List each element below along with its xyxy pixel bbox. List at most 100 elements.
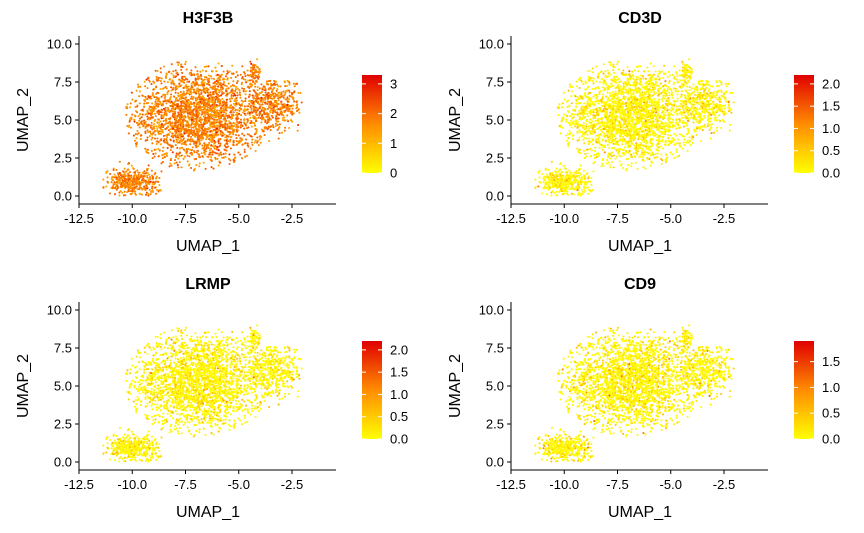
- scatter-points: [102, 58, 303, 197]
- cell-point: [230, 117, 233, 120]
- cell-point: [154, 118, 157, 121]
- cell-point: [175, 152, 178, 155]
- cell-point: [188, 93, 191, 96]
- cell-point: [180, 103, 183, 107]
- cell-point: [217, 124, 220, 127]
- cell-point: [232, 94, 235, 97]
- cell-point: [249, 111, 252, 115]
- cell-point: [670, 112, 673, 115]
- cell-point: [165, 102, 168, 105]
- cell-point: [146, 151, 149, 154]
- cell-point: [620, 155, 623, 158]
- cell-point: [147, 116, 151, 119]
- cell-point: [230, 127, 233, 130]
- cell-point: [626, 82, 629, 85]
- cell-point: [238, 120, 241, 124]
- cell-point: [618, 125, 621, 128]
- cell-point: [156, 127, 159, 130]
- cell-point: [232, 121, 235, 125]
- cell-point: [170, 100, 173, 103]
- cell-point: [243, 148, 246, 151]
- cell-point: [134, 171, 137, 174]
- cell-point: [179, 146, 182, 150]
- cell-point: [238, 112, 241, 115]
- cell-point: [135, 137, 138, 140]
- cell-point: [238, 91, 241, 94]
- cell-point: [624, 123, 627, 126]
- cell-point: [228, 70, 231, 73]
- cell-point: [276, 123, 279, 127]
- cell-point: [622, 69, 625, 72]
- cell-point: [675, 150, 678, 154]
- cell-point: [152, 123, 156, 126]
- cell-point: [612, 63, 615, 66]
- cell-point: [275, 89, 278, 92]
- cell-point: [260, 109, 263, 112]
- cell-point: [163, 153, 166, 156]
- cell-point: [123, 167, 126, 170]
- cell-point: [140, 175, 143, 178]
- cell-point: [689, 144, 692, 147]
- cell-point: [277, 91, 280, 94]
- cell-point: [564, 134, 567, 137]
- cell-point: [188, 163, 191, 166]
- cell-point: [136, 124, 140, 127]
- cell-point: [578, 115, 581, 118]
- cell-point: [134, 186, 137, 189]
- cell-point: [135, 121, 138, 124]
- cell-point: [630, 165, 633, 168]
- cell-point: [210, 77, 213, 80]
- cell-point: [146, 138, 149, 142]
- cell-point: [263, 127, 266, 130]
- cell-point: [173, 83, 176, 86]
- cell-point: [186, 103, 190, 106]
- cell-point: [204, 108, 207, 111]
- cell-point: [296, 82, 299, 85]
- cell-point: [639, 74, 643, 77]
- cell-point: [146, 86, 149, 90]
- cell-point: [651, 83, 654, 87]
- cell-point: [238, 89, 241, 92]
- cell-point: [300, 101, 303, 104]
- cell-point: [221, 134, 224, 137]
- cell-point: [269, 79, 272, 82]
- cell-point: [673, 75, 676, 79]
- cell-point: [254, 149, 257, 153]
- cell-point: [185, 120, 188, 123]
- cell-point: [252, 97, 255, 100]
- cell-point: [170, 93, 173, 96]
- cell-point: [113, 193, 117, 196]
- cell-point: [657, 88, 660, 91]
- cell-point: [129, 170, 132, 174]
- cell-point: [157, 113, 161, 116]
- cell-point: [186, 138, 189, 141]
- cell-point: [120, 186, 123, 189]
- cell-point: [241, 143, 244, 146]
- cell-point: [283, 129, 286, 132]
- cell-point: [223, 84, 227, 87]
- cell-point: [611, 136, 614, 139]
- cell-point: [188, 118, 192, 121]
- cell-point: [641, 130, 644, 133]
- cell-point: [284, 91, 287, 94]
- cell-point: [584, 88, 587, 91]
- cell-point: [143, 80, 146, 83]
- cell-point: [149, 109, 152, 112]
- cell-point: [172, 87, 175, 90]
- cell-point: [647, 152, 650, 155]
- cell-point: [174, 135, 177, 138]
- cell-point: [127, 178, 130, 181]
- cell-point: [165, 73, 168, 76]
- cell-point: [146, 115, 149, 118]
- cell-point: [193, 140, 196, 143]
- cell-point: [138, 177, 141, 180]
- cell-point: [266, 116, 270, 119]
- cell-point: [237, 102, 240, 105]
- cell-point: [669, 134, 672, 137]
- cell-point: [154, 69, 157, 72]
- cell-point: [154, 172, 157, 175]
- cell-point: [249, 147, 252, 150]
- cell-point: [177, 113, 180, 116]
- cell-point: [254, 106, 257, 109]
- cell-point: [682, 141, 685, 144]
